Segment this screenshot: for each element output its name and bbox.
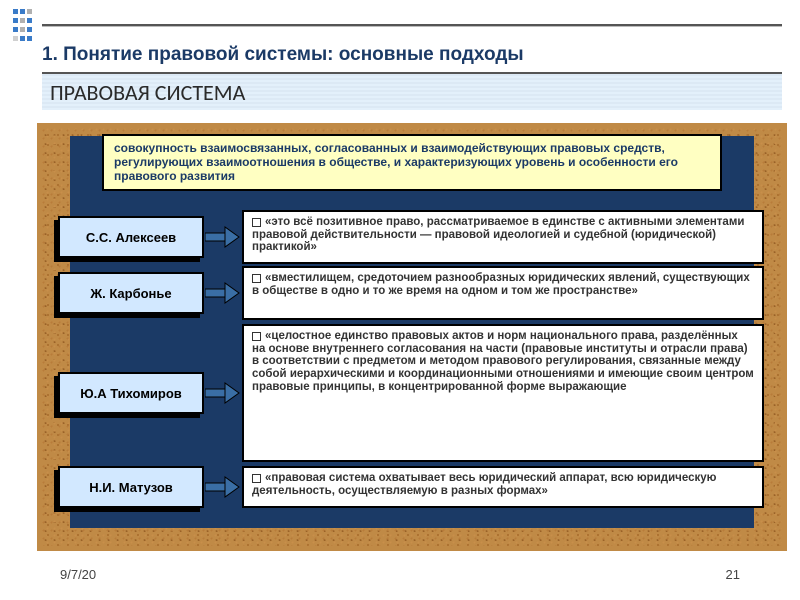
decor-squares (12, 8, 34, 44)
author-box: Ж. Карбонье (58, 272, 204, 314)
author-box: Ю.А Тихомиров (58, 372, 204, 414)
quote-box: «правовая система охватывает весь юридич… (242, 466, 764, 508)
quote-box: «целостное единство правовых актов и нор… (242, 324, 764, 462)
bullet-icon (252, 474, 261, 483)
author-box: Н.И. Матузов (58, 466, 204, 508)
inner-dark-box: совокупность взаимосвязанных, согласован… (70, 136, 754, 528)
definition-box: совокупность взаимосвязанных, согласован… (102, 134, 722, 191)
quote-box: «вместилищем, средоточием разнообразных … (242, 266, 764, 320)
author-row: Ж. Карбонье «вместилищем, средоточием ра… (70, 266, 754, 320)
arrow-icon (204, 466, 242, 508)
subtitle-text: ПРАВОВАЯ СИСТЕМА (50, 79, 245, 106)
quote-text: «правовая система охватывает весь юридич… (252, 472, 716, 497)
arrow-icon (204, 324, 242, 462)
footer-date: 9/7/20 (60, 567, 96, 582)
quote-text: «это всё позитивное право, рассматриваем… (252, 216, 744, 253)
top-rule (42, 24, 782, 27)
bullet-icon (252, 332, 261, 341)
definition-text: совокупность взаимосвязанных, согласован… (114, 141, 678, 183)
author-row: Ю.А Тихомиров «целостное единство правов… (70, 324, 754, 462)
arrow-icon (204, 210, 242, 264)
bullet-icon (252, 274, 261, 283)
cork-panel: совокупность взаимосвязанных, согласован… (42, 128, 782, 546)
arrow-icon (204, 266, 242, 320)
footer-page: 21 (726, 567, 740, 582)
subtitle-band: ПРАВОВАЯ СИСТЕМА (42, 72, 782, 110)
quote-text: «вместилищем, средоточием разнообразных … (252, 272, 750, 297)
author-row: С.С. Алексеев «это всё позитивное право,… (70, 210, 754, 264)
bullet-icon (252, 218, 261, 227)
author-row: Н.И. Матузов «правовая система охватывае… (70, 466, 754, 508)
slide-title: 1. Понятие правовой системы: основные по… (42, 44, 524, 66)
quote-box: «это всё позитивное право, рассматриваем… (242, 210, 764, 264)
footer: 9/7/20 21 (60, 567, 740, 582)
quote-text: «целостное единство правовых актов и нор… (252, 330, 754, 393)
author-box: С.С. Алексеев (58, 216, 204, 258)
